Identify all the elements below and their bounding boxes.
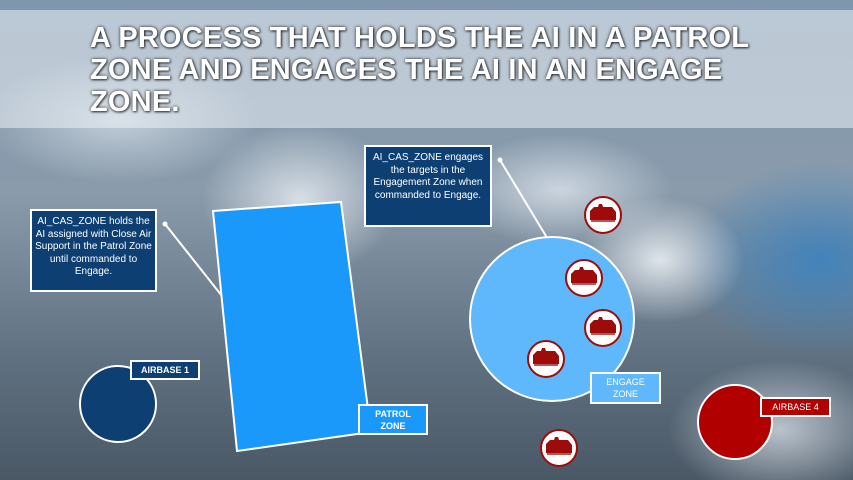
leader-dot [497, 157, 503, 163]
target-tank-icon [584, 196, 622, 234]
engage-zone-text-1: ENGAGE [606, 377, 645, 387]
airbase-4 [697, 384, 773, 460]
airbase-1 [79, 365, 157, 443]
target-tank-icon [565, 259, 603, 297]
engage-callout: AI_CAS_ZONE engages the targets in the E… [364, 145, 492, 227]
title-banner [0, 10, 853, 128]
airbase-4-label: AIRBASE 4 [760, 397, 831, 417]
slide-title: A PROCESS THAT HOLDS THE AI IN A PATROL … [90, 22, 749, 118]
engage-zone-label: ENGAGE ZONE [590, 372, 661, 404]
patrol-zone-text-2: ZONE [380, 420, 406, 431]
airbase-1-text: AIRBASE 1 [140, 365, 189, 375]
target-tank-icon [527, 340, 565, 378]
airbase-1-label: AIRBASE 1 [130, 360, 200, 380]
patrol-leader-line [164, 223, 223, 297]
engage-leader-line [499, 159, 550, 242]
leader-dot [162, 221, 168, 227]
target-tank-icon [540, 429, 578, 467]
patrol-zone [211, 200, 373, 453]
target-tank-icon [584, 309, 622, 347]
patrol-callout: AI_CAS_ZONE holds the AI assigned with C… [30, 209, 157, 292]
engage-zone-text-2: ZONE [612, 389, 638, 399]
airbase-4-text: AIRBASE 4 [772, 402, 819, 412]
patrol-zone-label: PATROL ZONE [358, 404, 428, 435]
patrol-zone-text-1: PATROL [375, 408, 411, 419]
